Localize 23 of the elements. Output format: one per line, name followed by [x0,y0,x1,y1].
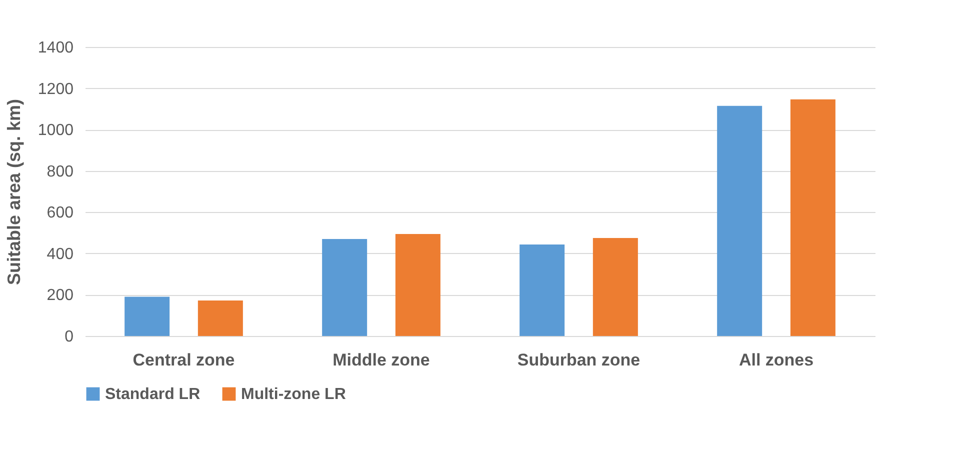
x-tick-label: Central zone [132,350,235,370]
bar [790,99,836,336]
y-tick-label: 1200 [38,80,74,98]
bar [124,296,170,336]
y-axis-title: Suitable area (sq. km) [4,98,24,286]
y-tick-label: 400 [46,246,74,263]
y-tick-label: 1000 [38,122,74,140]
bar [717,106,762,336]
bar [198,300,243,336]
bar [520,244,565,336]
y-tick-label: 1400 [38,40,74,56]
y-tick-label: 600 [46,204,74,222]
x-tick-label: Suburban zone [517,350,640,370]
bar [592,238,638,336]
x-tick-label: All zones [738,350,814,370]
x-tick-label: Middle zone [332,350,430,370]
legend-label: Multi-zone LR [241,386,346,403]
y-tick-label: 800 [46,163,74,180]
bar [322,238,368,336]
bar [395,234,440,336]
y-tick-label: 200 [46,287,74,304]
legend-label: Standard LR [105,386,201,403]
y-tick-label: 0 [64,328,74,346]
